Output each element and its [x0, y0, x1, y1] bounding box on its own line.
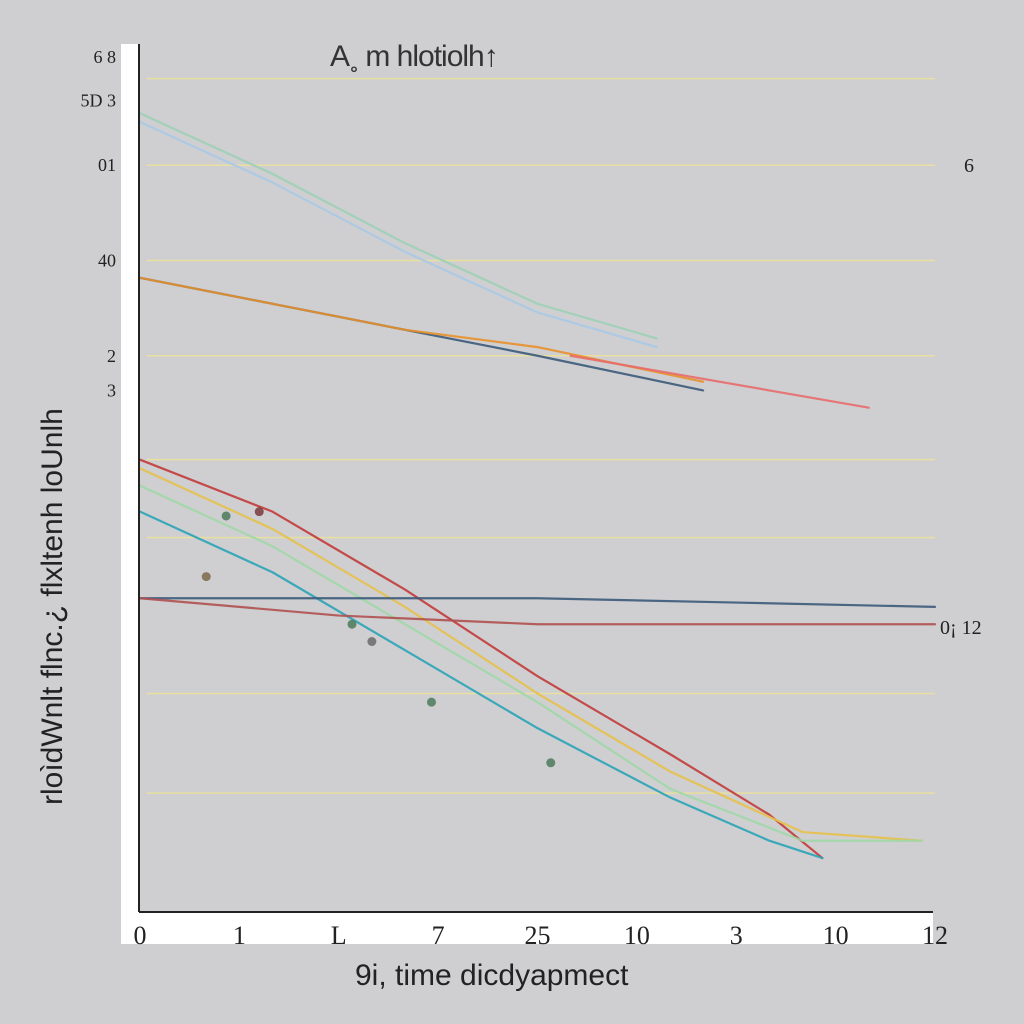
x-axis-bar	[121, 912, 933, 944]
data-marker	[546, 758, 556, 768]
y-tick-label: 6 8	[94, 47, 117, 67]
series-line	[138, 112, 658, 340]
series-line	[138, 484, 923, 842]
x-axis-title: 9i, time dicdyapmect	[355, 959, 629, 992]
x-tick-label: 12	[922, 921, 948, 950]
y-tick-label: 40	[98, 251, 116, 271]
series-line	[138, 510, 824, 860]
series-lines	[138, 112, 937, 860]
series-line	[138, 597, 937, 609]
series-line	[138, 458, 824, 860]
x-tick-label: 7	[432, 921, 445, 950]
y-axis-bar	[121, 44, 138, 914]
data-marker	[254, 507, 264, 517]
series-line	[138, 120, 658, 349]
x-tick-label: 1	[233, 921, 246, 950]
x-tick-label: 25	[525, 921, 551, 950]
data-marker	[347, 619, 357, 629]
right-label-top: 6	[964, 155, 974, 177]
series-line	[138, 276, 705, 383]
y-tick-labels: 6 8 5D 3 01 40 2 3	[81, 47, 117, 400]
y-tick-label: 2	[107, 346, 116, 366]
series-line	[138, 597, 937, 626]
y-tick-label: 01	[98, 155, 116, 175]
axes	[121, 44, 933, 944]
data-marker	[221, 511, 231, 521]
right-label-bottom: 0¡ 12	[940, 617, 982, 639]
x-tick-label: 0	[134, 921, 147, 950]
x-tick-label: 3	[730, 921, 743, 950]
y-tick-label: 3	[107, 380, 116, 400]
x-tick-label: L	[331, 921, 347, 950]
series-line	[569, 354, 870, 409]
y-axis-title: rloìdWnlt flnc.¿ flxltenh loUnlh	[36, 408, 69, 805]
data-marker	[427, 697, 436, 707]
x-tick-labels: 0 1 L 7 25 10 3 10 12	[134, 921, 949, 950]
chart-title: A˳ m hlotiolh↑	[330, 40, 498, 73]
data-marker	[367, 637, 377, 647]
series-line	[138, 467, 923, 842]
grid-lines	[146, 77, 935, 794]
data-markers	[201, 507, 556, 768]
data-marker	[201, 572, 211, 582]
x-tick-label: 10	[624, 921, 650, 950]
x-tick-label: 10	[823, 921, 849, 950]
y-tick-label: 5D 3	[81, 90, 117, 110]
